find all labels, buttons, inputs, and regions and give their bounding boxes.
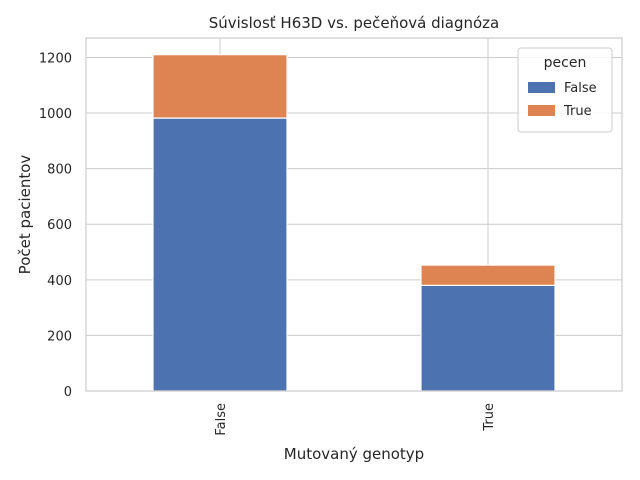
bar-false-series-true bbox=[152, 54, 288, 119]
legend-swatch bbox=[528, 105, 555, 116]
y-tick-labels: 0 200 400 600 800 1000 1200 bbox=[39, 51, 72, 400]
bar-true-series-false bbox=[420, 284, 556, 392]
y-tick-label: 1000 bbox=[39, 107, 72, 122]
x-tick-labels: False True bbox=[214, 403, 497, 436]
chart-title: Súvislosť H63D vs. pečeňová diagnóza bbox=[209, 14, 500, 32]
bars bbox=[152, 54, 556, 392]
y-tick-label: 800 bbox=[47, 163, 72, 178]
x-axis-label: Mutovaný genotyp bbox=[284, 445, 424, 463]
legend-items: False True bbox=[528, 81, 597, 119]
y-tick-label: 0 bbox=[64, 385, 72, 400]
y-tick-label: 200 bbox=[47, 329, 72, 344]
legend: pecen False True bbox=[517, 47, 613, 133]
y-tick-label: 1200 bbox=[39, 51, 72, 66]
legend-label: True bbox=[563, 104, 592, 119]
bar-true-series-true bbox=[420, 264, 556, 286]
y-tick-label: 600 bbox=[47, 218, 72, 233]
legend-title: pecen bbox=[544, 55, 587, 71]
y-tick-label: 400 bbox=[47, 274, 72, 289]
x-tick-label: False bbox=[214, 403, 229, 436]
legend-label: False bbox=[564, 81, 597, 96]
plot-frame bbox=[85, 37, 623, 392]
y-axis-label: Počet pacientov bbox=[16, 155, 34, 275]
bar-false-series-false bbox=[152, 117, 288, 392]
x-tick-label: True bbox=[482, 403, 497, 432]
legend-swatch bbox=[528, 82, 555, 93]
